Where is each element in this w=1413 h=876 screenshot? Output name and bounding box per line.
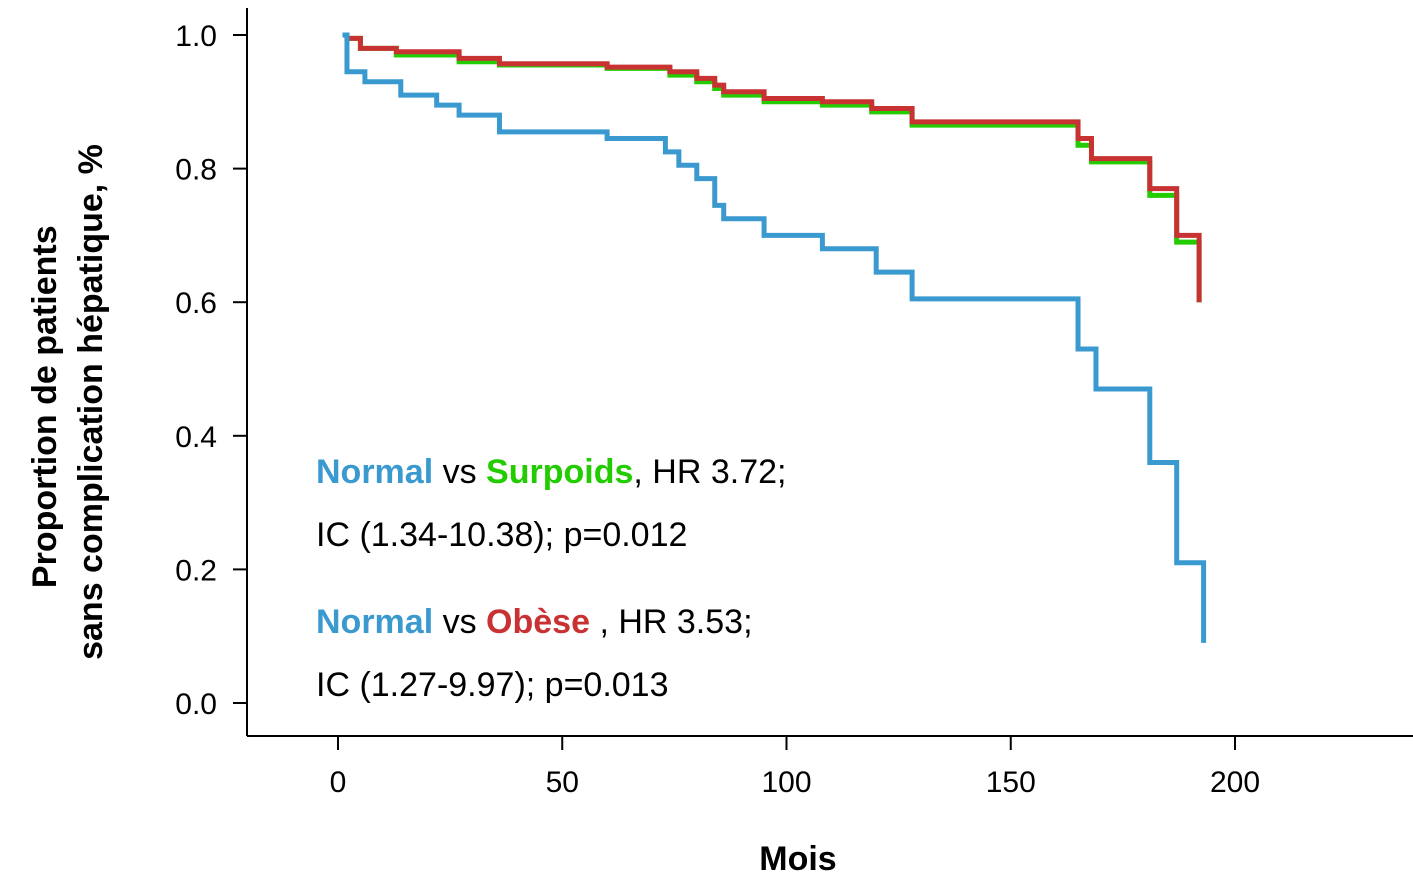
annotation-segment: Surpoids [486,453,633,491]
y-axis-label: Proportion de patients sans complication… [26,144,110,660]
y-tick-label: 0.8 [175,154,217,187]
annotation-segment: vs [433,453,486,491]
y-axis-label-line-1: Proportion de patients [26,225,64,588]
x-tick-label: 50 [546,766,579,799]
annotation-segment: IC (1.34-10.38); p=0.012 [316,516,687,554]
axes [246,8,1413,737]
annotation-segment: , HR 3.53; [590,603,753,641]
y-ticks: 0.0 0.2 0.4 0.6 0.8 1.0 [175,20,247,721]
annotation-1-line-1: Normal vs Surpoids, HR 3.72; [316,453,786,491]
x-tick-label: 100 [761,766,811,799]
x-axis-label: Mois [759,840,836,876]
series-line-normal [342,32,1207,643]
annotations: Normal vs Surpoids, HR 3.72; IC (1.34-10.… [316,453,786,704]
annotation-segment: , HR 3.72; [633,453,786,491]
annotation-segment: vs [433,603,486,641]
y-tick-label: 0.0 [175,688,217,721]
x-tick-label: 200 [1210,766,1260,799]
annotation-segment: Normal [316,603,433,641]
series-line-obse [342,32,1202,303]
y-tick-label: 1.0 [175,20,217,53]
annotation-2-line-1: Normal vs Obèse , HR 3.53; [316,603,753,641]
series-lines [342,32,1207,643]
annotation-segment: Normal [316,453,433,491]
y-axis-label-line-2: sans complication hépatique, % [72,144,110,660]
x-ticks: 0 50 100 150 200 [330,736,1260,799]
y-tick-label: 0.6 [175,287,217,320]
y-tick-label: 0.4 [175,421,217,454]
annotation-2-line-2: IC (1.27-9.97); p=0.013 [316,666,669,704]
series-line-surpoids [342,32,1202,303]
x-tick-label: 150 [986,766,1036,799]
annotation-segment: IC (1.27-9.97); p=0.013 [316,666,669,704]
y-tick-label: 0.2 [175,554,217,587]
annotation-1-line-2: IC (1.34-10.38); p=0.012 [316,516,687,554]
annotation-segment: Obèse [486,603,590,641]
x-tick-label: 0 [330,766,347,799]
